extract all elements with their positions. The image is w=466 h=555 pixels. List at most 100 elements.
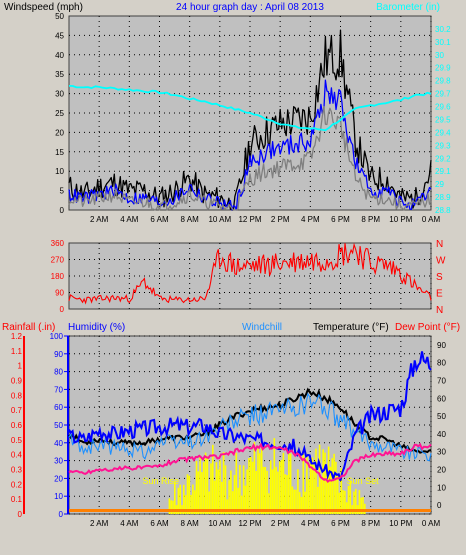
solar-bar <box>224 465 227 514</box>
rainfall-tick: 0.5 <box>11 436 23 445</box>
wind-series <box>68 29 432 211</box>
temperature-tick: 10 <box>437 483 446 492</box>
wind-time-tick: 2 PM <box>271 215 290 224</box>
barometer-tick: 28.8 <box>435 206 451 215</box>
solar-bar <box>177 487 180 514</box>
temp-time-tick: 2 PM <box>271 519 290 528</box>
wind-time-tick: 6 PM <box>331 215 350 224</box>
solar-bar <box>206 456 209 514</box>
temp-time-tick: 8 AM <box>181 519 200 528</box>
solar-bar <box>338 492 341 514</box>
solar-series <box>168 438 366 514</box>
solar-bar <box>260 442 263 514</box>
humidity-tick: 70 <box>54 385 63 394</box>
temp-time-tick: 2 AM <box>90 519 109 528</box>
solar-bar <box>286 475 288 514</box>
wind-time-tick: 10 PM <box>389 215 412 224</box>
solar-bar <box>221 481 223 514</box>
solar-bar <box>306 454 308 514</box>
solar-bar <box>246 469 248 514</box>
solar-bar <box>340 468 343 514</box>
windspeed-tick: 45 <box>55 31 64 40</box>
dewpoint-legend-label: Dew Point (°F) <box>395 322 460 333</box>
solar-bar <box>275 466 277 514</box>
temperature-tick: 50 <box>437 412 446 421</box>
solar-bar <box>293 489 295 514</box>
rainfall-tick: 0.2 <box>11 480 23 489</box>
barometer-tick: 29.6 <box>435 103 451 112</box>
rainfall-tick: 1.2 <box>11 332 23 341</box>
solar-bar <box>345 502 348 514</box>
solar-bar <box>251 461 254 514</box>
temp-time-tick: 6 AM <box>150 519 169 528</box>
solar-bar <box>183 484 185 514</box>
solar-bar <box>186 474 189 514</box>
barometer-tick: 29.5 <box>435 115 451 124</box>
solar-bar <box>269 460 272 514</box>
solar-bar <box>304 491 306 514</box>
wind-time-tick: 4 PM <box>301 215 320 224</box>
temp-time-tick: 10 PM <box>389 519 412 528</box>
solar-bar <box>347 485 350 514</box>
solar-bar <box>353 491 355 514</box>
rainfall-tick: 0 <box>18 510 23 519</box>
temperature-tick: 90 <box>437 341 446 350</box>
solar-bar <box>228 480 230 514</box>
barometer-tick: 30 <box>435 51 444 60</box>
direction-tick: 90 <box>55 289 64 298</box>
direction-series-dir <box>68 242 432 305</box>
temp-time-tick: 4 PM <box>301 519 320 528</box>
solar-bar <box>195 461 198 514</box>
compass-label: N <box>436 305 443 316</box>
barometer-tick: 29.3 <box>435 141 451 150</box>
wind-series-baro <box>68 85 432 132</box>
solar-bar <box>250 457 252 514</box>
solar-bar <box>311 457 314 514</box>
solar-bar <box>259 453 261 514</box>
temp-time-tick: 10 AM <box>208 519 231 528</box>
barometer-tick: 28.9 <box>435 193 451 202</box>
humidity-tick-labels: 0 10 20 30 40 50 60 70 80 90 100 <box>50 332 69 519</box>
solar-bar <box>318 444 321 514</box>
solar-bar <box>215 462 218 514</box>
solar-bar <box>264 467 267 514</box>
solar-bar <box>360 497 362 514</box>
solar-bar <box>244 485 247 514</box>
solar-bar <box>349 480 352 514</box>
humidity-tick: 30 <box>54 457 63 466</box>
temp-time-tick: 4 AM <box>120 519 139 528</box>
temperature-tick: 20 <box>437 466 446 475</box>
solar-bar <box>233 474 236 514</box>
temp-series <box>68 351 432 484</box>
sun-rise-label: Sun Rise <box>143 476 180 486</box>
temp-time-tick: 0 AM <box>422 519 441 528</box>
direction-tick: 360 <box>51 239 65 248</box>
solar-bar <box>172 500 174 514</box>
wind-time-tick: 8 PM <box>361 215 380 224</box>
solar-bar <box>309 463 312 514</box>
compass-label: S <box>436 272 443 283</box>
rainfall-tick: 0.7 <box>11 406 23 415</box>
solar-bar <box>213 480 216 514</box>
temperature-tick: 40 <box>437 430 446 439</box>
solar-bar <box>324 452 326 514</box>
solar-bar <box>231 491 234 514</box>
direction-series <box>68 242 432 305</box>
wind-time-tick: 6 AM <box>150 215 169 224</box>
rainfall-bar <box>69 509 431 512</box>
solar-bar <box>204 452 207 514</box>
humidity-tick: 20 <box>54 474 63 483</box>
barometer-tick: 29.9 <box>435 64 451 73</box>
solar-bar <box>201 472 203 514</box>
windspeed-tick: 20 <box>55 128 64 137</box>
solar-bar <box>297 469 299 514</box>
solar-bar <box>362 497 364 514</box>
barometer-tick: 29.1 <box>435 167 451 176</box>
solar-bar <box>226 499 229 514</box>
temperature-legend-label: Temperature (°F) <box>313 322 389 333</box>
solar-bar <box>344 490 346 514</box>
solar-bar <box>255 471 257 514</box>
windspeed-axis-label: Windspeed (mph) <box>4 2 83 13</box>
solar-bar <box>210 463 212 514</box>
